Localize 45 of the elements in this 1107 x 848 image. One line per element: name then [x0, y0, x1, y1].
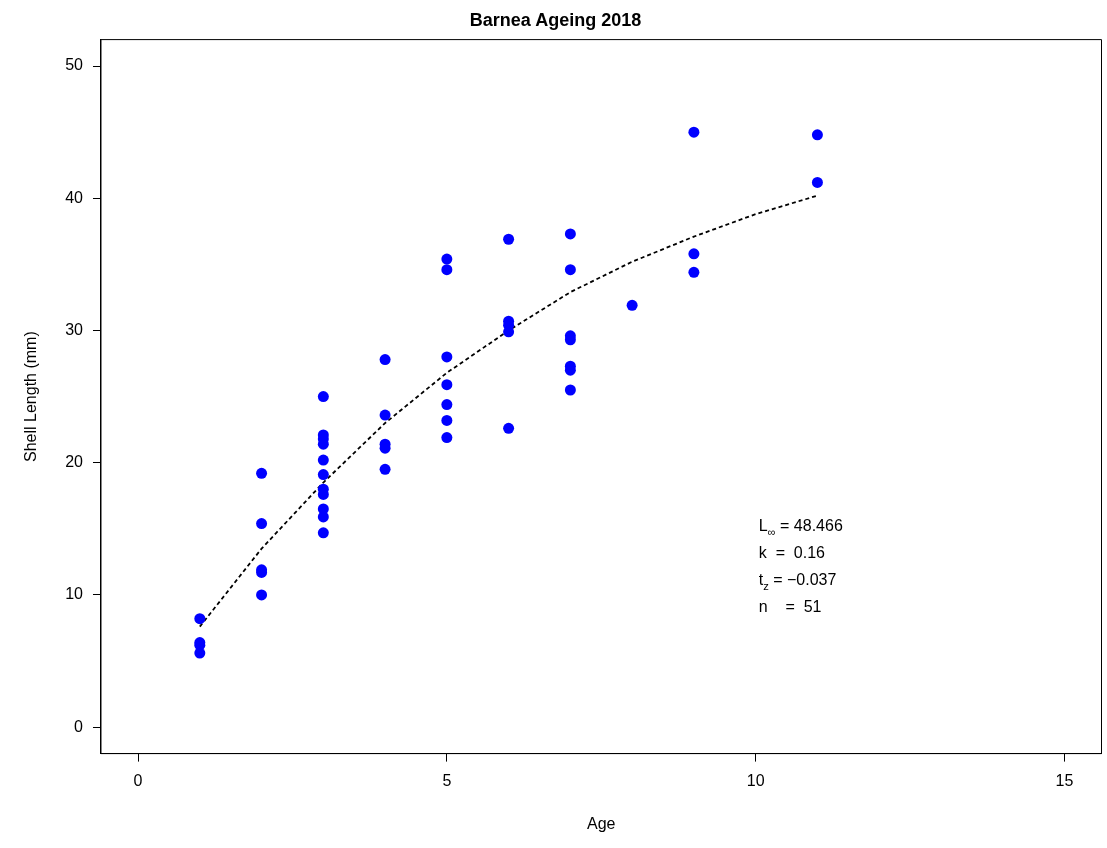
point [441, 253, 453, 265]
y-tick-label: 40 [65, 188, 84, 206]
point [441, 264, 453, 276]
point [317, 469, 329, 481]
x-axis-title: Age [587, 814, 616, 832]
point [317, 527, 329, 539]
point [811, 176, 823, 188]
x-tick-label: 0 [133, 771, 143, 789]
chart-title: Barnea Ageing 2018 [469, 9, 642, 30]
point [441, 351, 453, 363]
point [256, 467, 268, 479]
annotation: k = 0.16 [758, 544, 826, 562]
y-tick-label: 50 [65, 56, 84, 74]
x-tick-label: 5 [442, 771, 452, 789]
point [503, 233, 515, 245]
point [317, 454, 329, 466]
point [811, 129, 823, 141]
point [688, 126, 700, 138]
point [503, 422, 515, 434]
point [626, 299, 638, 311]
y-tick-label: 20 [65, 453, 84, 471]
x-tick-label: 10 [746, 771, 765, 789]
y-tick-label: 0 [74, 717, 84, 735]
point [688, 248, 700, 260]
annotation: n = 51 [758, 598, 822, 616]
point [379, 354, 391, 366]
point [441, 432, 453, 444]
point [194, 613, 206, 625]
point [256, 589, 268, 601]
y-tick-label: 10 [65, 585, 84, 603]
point [379, 409, 391, 421]
annotation: L∞ = 48.466 [758, 517, 843, 539]
point [441, 399, 453, 411]
point [564, 264, 576, 276]
x-tick-label: 15 [1055, 771, 1074, 789]
point [256, 518, 268, 530]
point [441, 379, 453, 391]
point [688, 266, 700, 278]
point [379, 463, 391, 475]
y-tick-label: 30 [65, 320, 84, 338]
point [564, 228, 576, 240]
point [441, 414, 453, 426]
y-axis-title: Shell Length (mm) [22, 331, 40, 462]
point [317, 391, 329, 403]
point [564, 384, 576, 396]
